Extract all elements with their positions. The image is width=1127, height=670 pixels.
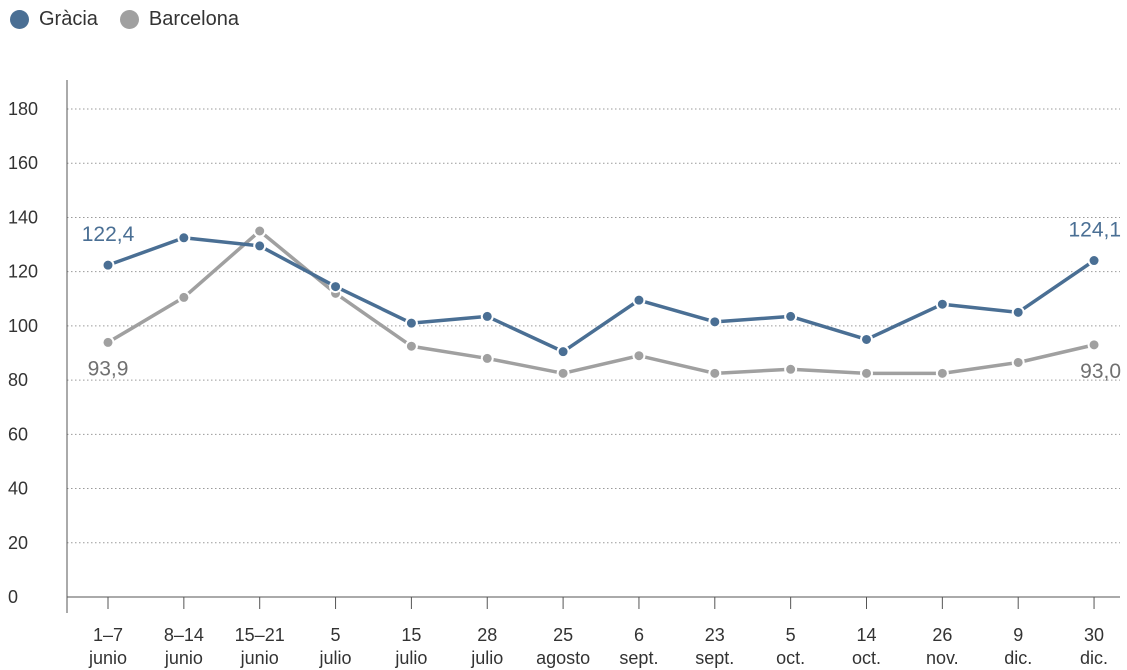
point-gracia-13 — [1087, 254, 1101, 268]
y-tick-label-180: 180 — [8, 99, 38, 119]
x-tick-label-8-line1: 23 — [705, 625, 725, 645]
legend-label-barcelona: Barcelona — [148, 8, 239, 30]
point-barcelona-1 — [177, 290, 191, 304]
x-tick-label-1-line1: 8–14 — [164, 625, 204, 645]
x-tick-label-12-line2: dic. — [1004, 648, 1032, 668]
legend-item-gracia: Gràcia — [10, 8, 98, 31]
x-tick-label-0-line2: junio — [88, 648, 127, 668]
x-tick-label-13-line2: dic. — [1080, 648, 1108, 668]
legend-swatch-barcelona — [119, 10, 139, 29]
point-barcelona-2 — [253, 224, 267, 238]
y-tick-label-60: 60 — [8, 424, 28, 444]
point-barcelona-5 — [480, 351, 494, 365]
x-tick-label-8-line2: sept. — [695, 648, 734, 668]
point-gracia-1 — [177, 231, 191, 245]
y-tick-label-140: 140 — [8, 207, 38, 227]
point-barcelona-0 — [101, 335, 115, 349]
x-tick-label-11-line2: nov. — [926, 648, 959, 668]
legend-label-gracia: Gràcia — [39, 8, 98, 30]
x-tick-label-7-line1: 6 — [634, 625, 644, 645]
x-tick-label-9-line2: oct. — [776, 648, 805, 668]
x-tick-label-9-line1: 5 — [786, 625, 796, 645]
point-gracia-2 — [253, 239, 267, 253]
chart-legend: Gràcia Barcelona — [10, 8, 239, 31]
x-tick-label-13-line1: 30 — [1084, 625, 1104, 645]
x-tick-label-1-line2: junio — [164, 648, 203, 668]
point-barcelona-12 — [1011, 355, 1025, 369]
point-barcelona-13 — [1087, 338, 1101, 352]
point-gracia-3 — [329, 280, 343, 294]
data-label-0: 122,4 — [82, 223, 135, 246]
x-tick-label-7-line2: sept. — [619, 648, 658, 668]
x-tick-label-10-line2: oct. — [852, 648, 881, 668]
point-barcelona-4 — [404, 339, 418, 353]
y-tick-label-80: 80 — [8, 370, 28, 390]
point-gracia-5 — [480, 309, 494, 323]
x-tick-label-3-line1: 5 — [331, 625, 341, 645]
point-gracia-0 — [101, 258, 115, 272]
point-barcelona-6 — [556, 366, 570, 380]
x-tick-label-10-line1: 14 — [856, 625, 876, 645]
x-tick-label-5-line2: julio — [470, 648, 503, 668]
legend-item-barcelona: Barcelona — [119, 8, 239, 31]
point-gracia-7 — [632, 293, 646, 307]
x-tick-label-2-line1: 15–21 — [235, 625, 285, 645]
y-tick-label-160: 160 — [8, 153, 38, 173]
data-label-1: 93,9 — [88, 357, 129, 380]
x-tick-label-6-line2: agosto — [536, 648, 590, 668]
point-barcelona-11 — [935, 366, 949, 380]
y-tick-label-20: 20 — [8, 533, 28, 553]
x-tick-label-3-line2: julio — [319, 648, 352, 668]
point-gracia-10 — [860, 332, 873, 346]
x-tick-label-2-line2: junio — [240, 648, 279, 668]
point-gracia-4 — [404, 316, 418, 330]
y-tick-label-0: 0 — [8, 587, 18, 607]
x-tick-label-4-line1: 15 — [401, 625, 421, 645]
legend-swatch-gracia — [10, 10, 29, 29]
series-line-barcelona — [107, 229, 1095, 376]
point-gracia-9 — [784, 309, 798, 323]
x-tick-label-12-line1: 9 — [1013, 625, 1023, 645]
point-gracia-8 — [708, 315, 722, 329]
y-tick-label-120: 120 — [8, 262, 38, 282]
point-barcelona-7 — [632, 349, 646, 363]
x-tick-label-5-line1: 28 — [477, 625, 497, 645]
x-tick-label-6-line1: 25 — [553, 625, 573, 645]
point-gracia-12 — [1011, 305, 1025, 319]
x-tick-label-11-line1: 26 — [932, 625, 952, 645]
point-barcelona-9 — [784, 362, 798, 376]
x-tick-label-4-line2: julio — [394, 648, 427, 668]
data-label-2: 124,1 — [1068, 219, 1121, 242]
y-tick-label-40: 40 — [8, 479, 28, 499]
point-barcelona-10 — [860, 366, 873, 380]
point-gracia-11 — [935, 297, 949, 311]
point-gracia-6 — [556, 345, 570, 359]
data-label-3: 93,0 — [1080, 360, 1121, 383]
series-line-gracia — [107, 236, 1096, 354]
x-tick-label-0-line1: 1–7 — [93, 625, 123, 645]
y-tick-label-100: 100 — [8, 316, 38, 336]
point-barcelona-8 — [708, 366, 722, 380]
